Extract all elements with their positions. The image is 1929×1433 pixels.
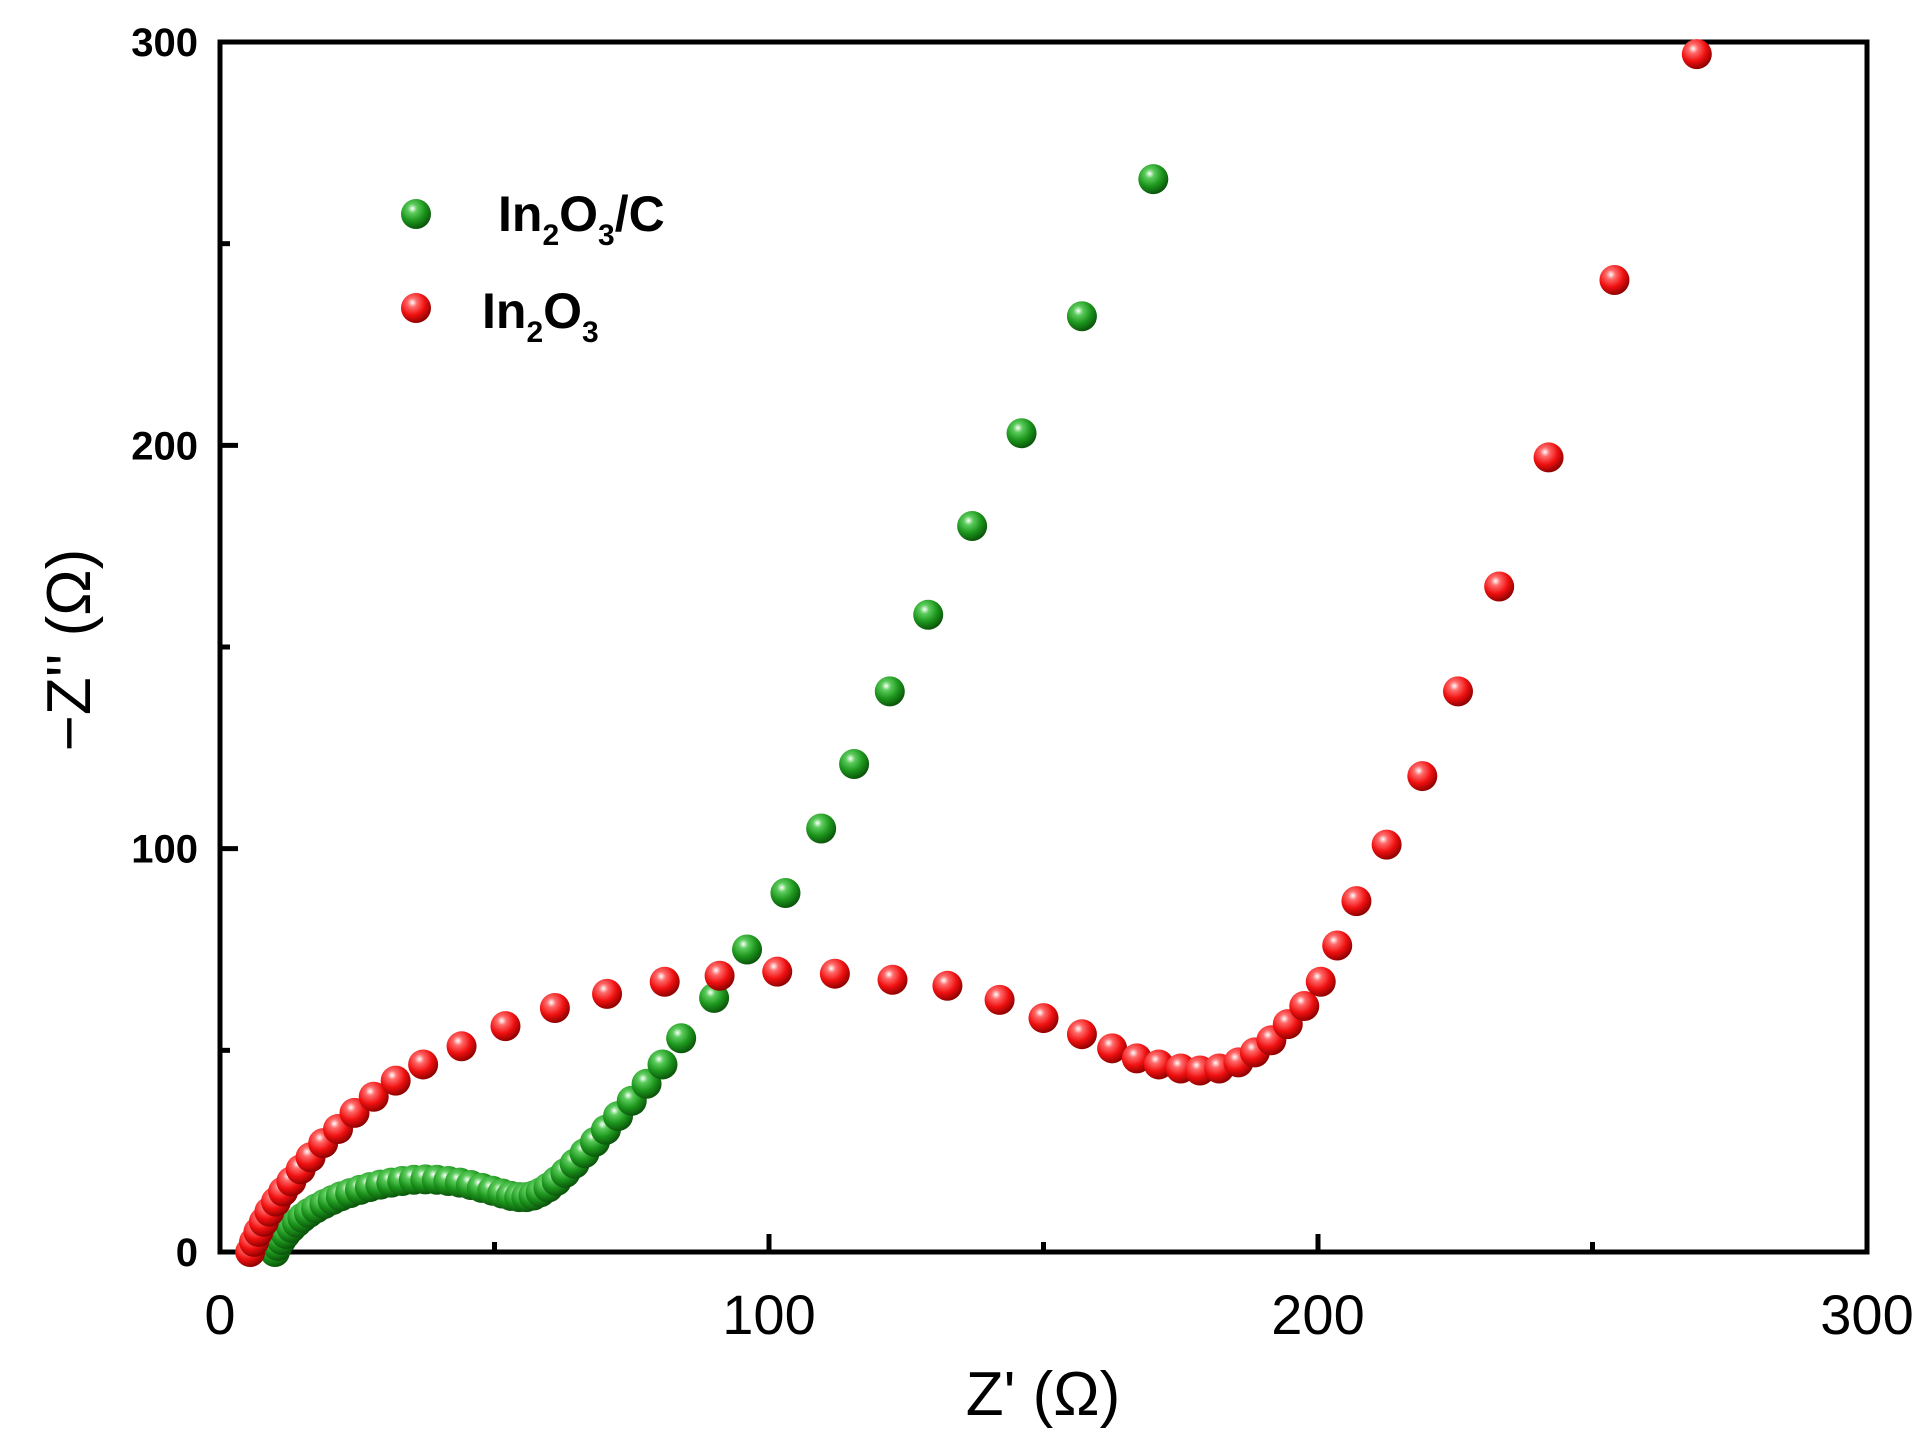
legend-label-suffix: /C xyxy=(615,186,665,242)
data-point xyxy=(1289,990,1320,1021)
data-point xyxy=(1533,442,1564,473)
data-point xyxy=(1305,966,1336,997)
data-point xyxy=(1066,301,1097,332)
data-point xyxy=(1407,761,1438,792)
data-point xyxy=(957,511,988,541)
data-point xyxy=(732,934,763,965)
legend-label-sub: 3 xyxy=(598,219,615,252)
legend-label-base: In xyxy=(482,283,526,339)
data-point xyxy=(539,992,570,1023)
axis-ticks: 0 100 200 300 0 100 200 300 xyxy=(131,21,1913,1346)
data-point xyxy=(770,878,801,909)
data-point xyxy=(647,1049,678,1080)
data-point xyxy=(877,964,908,995)
data-points xyxy=(235,39,1712,1267)
data-point xyxy=(1484,571,1515,602)
data-point xyxy=(1341,886,1372,917)
x-tick-label: 0 xyxy=(204,1283,235,1346)
data-point xyxy=(1442,676,1473,707)
data-point xyxy=(380,1065,411,1096)
data-point xyxy=(592,978,623,1009)
legend-label-mid: O xyxy=(543,283,582,339)
data-point xyxy=(1138,164,1169,195)
series-in2o3-c xyxy=(259,164,1169,1267)
data-point xyxy=(1028,1003,1059,1034)
x-tick-label: 100 xyxy=(722,1283,815,1346)
data-point xyxy=(446,1031,477,1062)
data-point xyxy=(1097,1033,1128,1064)
y-axis-title: −Z'' (Ω) xyxy=(35,549,104,752)
data-point xyxy=(490,1011,521,1042)
legend-label-in2o3-c: In2O3/C xyxy=(498,186,665,252)
legend-marker-in2o3 xyxy=(401,293,431,323)
legend-label-sub: 3 xyxy=(582,316,599,349)
plot-frame xyxy=(217,39,1870,1255)
data-point xyxy=(932,970,963,1001)
data-point xyxy=(408,1049,439,1080)
series-in2o3 xyxy=(235,39,1712,1267)
legend: In2O3/C In2O3 xyxy=(401,186,665,349)
y-tick-label: 300 xyxy=(131,21,198,65)
data-point xyxy=(666,1023,697,1054)
legend-label-mid: O xyxy=(559,186,598,242)
data-point xyxy=(874,676,905,707)
data-point xyxy=(839,748,870,779)
x-axis-title: Z' (Ω) xyxy=(966,1360,1121,1429)
data-point xyxy=(358,1081,389,1112)
x-tick-label: 200 xyxy=(1271,1283,1364,1346)
data-point xyxy=(1006,418,1037,449)
data-point xyxy=(1322,930,1353,961)
data-point xyxy=(984,984,1015,1015)
legend-label-sub: 2 xyxy=(526,316,543,349)
legend-label-in2o3: In2O3 xyxy=(482,283,599,349)
y-tick-label: 100 xyxy=(131,828,198,872)
legend-label-base: In xyxy=(498,186,542,242)
legend-label-sub: 2 xyxy=(542,219,559,252)
data-point xyxy=(762,956,793,987)
data-point xyxy=(649,966,680,997)
data-point xyxy=(806,813,837,844)
data-point xyxy=(1599,264,1630,295)
data-point xyxy=(1681,39,1712,70)
legend-marker-in2o3-c xyxy=(401,199,431,229)
y-tick-label: 200 xyxy=(131,424,198,468)
data-point xyxy=(704,960,735,991)
y-tick-label: 0 xyxy=(176,1231,198,1275)
data-point xyxy=(1371,829,1402,860)
data-point xyxy=(1066,1019,1097,1050)
data-point xyxy=(819,958,850,989)
x-tick-label: 300 xyxy=(1820,1283,1913,1346)
data-point xyxy=(913,599,944,630)
